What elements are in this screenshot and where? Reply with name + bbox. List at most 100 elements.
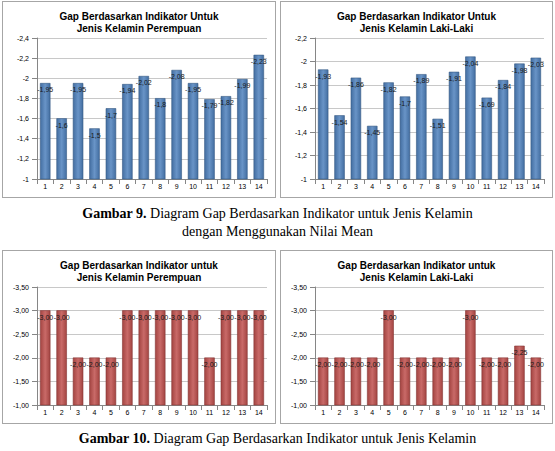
svg-text:3: 3	[76, 183, 80, 190]
svg-text:5: 5	[387, 409, 391, 416]
svg-text:12: 12	[499, 409, 507, 416]
svg-text:3: 3	[354, 409, 358, 416]
svg-text:-1,69: -1,69	[479, 101, 495, 108]
svg-text:-3,00: -3,00	[54, 314, 70, 321]
svg-text:-2,2: -2,2	[295, 35, 307, 42]
svg-text:1: 1	[321, 409, 325, 416]
svg-text:-2,00: -2,00	[103, 361, 119, 368]
svg-text:Jenis Kelamin Laki-Laki: Jenis Kelamin Laki-Laki	[360, 272, 474, 283]
svg-text:-2,00: -2,00	[413, 361, 429, 368]
svg-text:-2,00: -2,00	[495, 361, 511, 368]
svg-text:9: 9	[452, 409, 456, 416]
svg-text:5: 5	[109, 409, 113, 416]
svg-text:2: 2	[338, 183, 342, 190]
svg-text:-3,50: -3,50	[13, 284, 29, 291]
svg-text:3: 3	[354, 183, 358, 190]
svg-text:Jenis Kelamin Laki-Laki: Jenis Kelamin Laki-Laki	[360, 23, 474, 34]
svg-text:Jenis Kelamin Perempuan: Jenis Kelamin Perempuan	[77, 23, 202, 34]
svg-text:-1: -1	[23, 176, 29, 183]
svg-text:-3,00: -3,00	[185, 314, 201, 321]
svg-text:11: 11	[206, 409, 213, 416]
svg-text:14: 14	[255, 409, 263, 416]
svg-text:7: 7	[142, 409, 146, 416]
svg-text:Jenis Kelamin Perempuan: Jenis Kelamin Perempuan	[77, 272, 202, 283]
svg-text:6: 6	[403, 183, 407, 190]
svg-text:-1: -1	[301, 176, 307, 183]
svg-text:-2,50: -2,50	[13, 331, 29, 338]
svg-text:6: 6	[125, 183, 129, 190]
svg-text:-1,4: -1,4	[295, 129, 307, 136]
svg-text:-1,95: -1,95	[70, 86, 86, 93]
svg-text:-2,00: -2,00	[446, 361, 462, 368]
svg-text:-1,6: -1,6	[56, 122, 68, 129]
svg-text:10: 10	[189, 183, 197, 190]
svg-text:1: 1	[43, 409, 47, 416]
svg-text:13: 13	[238, 409, 246, 416]
svg-text:-2: -2	[23, 75, 29, 82]
svg-text:7: 7	[419, 183, 423, 190]
svg-text:-3,00: -3,00	[462, 314, 478, 321]
svg-text:-1,50: -1,50	[13, 378, 29, 385]
svg-text:1: 1	[43, 183, 47, 190]
svg-text:-2,00: -2,00	[87, 361, 103, 368]
svg-text:2: 2	[60, 409, 64, 416]
svg-text:-1,82: -1,82	[381, 86, 397, 93]
svg-text:-3,00: -3,00	[119, 314, 135, 321]
svg-text:Gap Berdasarkan Indikator Untu: Gap Berdasarkan Indikator Untuk	[337, 11, 496, 22]
svg-text:7: 7	[419, 409, 423, 416]
svg-text:-1,99: -1,99	[234, 82, 250, 89]
svg-text:-3,00: -3,00	[381, 314, 397, 321]
svg-text:-2,00: -2,00	[291, 354, 307, 361]
svg-text:-1,00: -1,00	[291, 402, 307, 409]
svg-text:-2,00: -2,00	[70, 361, 86, 368]
svg-text:3: 3	[76, 409, 80, 416]
svg-text:8: 8	[436, 409, 440, 416]
svg-text:-3,00: -3,00	[37, 314, 53, 321]
svg-text:-3,00: -3,00	[234, 314, 250, 321]
svg-text:-1,95: -1,95	[37, 86, 53, 93]
svg-text:12: 12	[222, 409, 230, 416]
svg-text:10: 10	[466, 409, 474, 416]
svg-text:-2,25: -2,25	[511, 349, 527, 356]
svg-text:-1,00: -1,00	[13, 402, 29, 409]
svg-text:-1,8: -1,8	[295, 82, 307, 89]
svg-text:Gap Berdasarkan Indikator Untu: Gap Berdasarkan Indikator Untuk	[60, 11, 219, 22]
svg-text:-3,50: -3,50	[291, 284, 307, 291]
svg-text:-2,00: -2,00	[364, 361, 380, 368]
svg-text:-1,94: -1,94	[119, 87, 135, 94]
svg-text:-1,98: -1,98	[511, 67, 527, 74]
svg-text:6: 6	[403, 409, 407, 416]
svg-text:-1,7: -1,7	[399, 100, 411, 107]
svg-text:-1,7: -1,7	[105, 112, 117, 119]
svg-text:-3,00: -3,00	[13, 307, 29, 314]
svg-text:-2,4: -2,4	[17, 35, 29, 42]
svg-text:-2,02: -2,02	[136, 79, 152, 86]
svg-text:-3,00: -3,00	[291, 307, 307, 314]
svg-text:13: 13	[516, 183, 524, 190]
svg-text:-2,00: -2,00	[348, 361, 364, 368]
svg-text:9: 9	[452, 183, 456, 190]
svg-text:-1,50: -1,50	[291, 378, 307, 385]
svg-text:-1,6: -1,6	[295, 105, 307, 112]
svg-text:-2,00: -2,00	[332, 361, 348, 368]
svg-text:5: 5	[109, 183, 113, 190]
svg-text:-3,00: -3,00	[152, 314, 168, 321]
svg-text:-2,00: -2,00	[315, 361, 331, 368]
svg-text:9: 9	[175, 409, 179, 416]
svg-text:6: 6	[125, 409, 129, 416]
svg-text:-2,50: -2,50	[291, 331, 307, 338]
svg-text:-2,08: -2,08	[169, 73, 185, 80]
svg-text:Gap Berdasarkan Indikator untu: Gap Berdasarkan Indikator untuk	[60, 260, 218, 271]
svg-text:-2,00: -2,00	[430, 361, 446, 368]
svg-text:14: 14	[255, 183, 263, 190]
svg-text:-3,00: -3,00	[169, 314, 185, 321]
svg-text:2: 2	[60, 183, 64, 190]
svg-text:4: 4	[93, 183, 97, 190]
svg-text:-1,95: -1,95	[185, 86, 201, 93]
svg-text:-2: -2	[301, 58, 307, 65]
svg-text:-1,2: -1,2	[17, 155, 29, 162]
svg-text:9: 9	[175, 183, 179, 190]
svg-text:-2,03: -2,03	[528, 61, 544, 68]
svg-text:13: 13	[516, 409, 524, 416]
svg-text:-1,93: -1,93	[315, 73, 331, 80]
